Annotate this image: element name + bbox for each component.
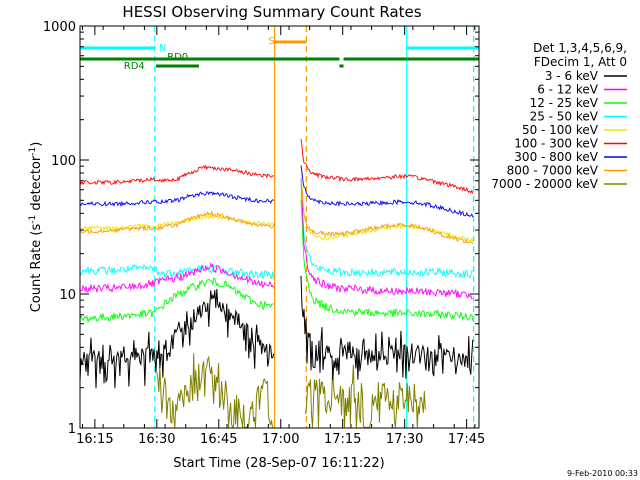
- series-6-12-kev-segment-1: [300, 178, 473, 300]
- flag-label-rd0: RD0: [167, 52, 188, 63]
- legend-label-25-50-kev: 25 - 50 keV: [530, 110, 599, 124]
- y-axis-label: Count Rate (s-1 detector-1): [28, 142, 44, 313]
- x-tick-label: 17:15: [324, 432, 361, 447]
- timestamp: 9-Feb-2010 00:33: [567, 469, 638, 478]
- x-tick-label: 16:15: [76, 432, 113, 447]
- series-6-12-kev: [79, 178, 473, 300]
- series-300-800-kev-segment-0: [79, 191, 274, 208]
- y-axis-label-end: ): [29, 142, 44, 147]
- series-3-6-kev-segment-0: [79, 288, 275, 389]
- series-800-7000-kev: [79, 179, 474, 245]
- y-axis-label-mid: detector: [29, 155, 44, 215]
- x-tick-label: 16:30: [138, 432, 175, 447]
- y-axis-label-sup2: -1: [28, 147, 38, 156]
- legend-label-800-7000-kev: 800 - 7000 keV: [507, 164, 599, 178]
- legend-label-100-300-kev: 100 - 300 keV: [514, 137, 598, 151]
- legend-label-6-12-kev: 6 - 12 keV: [537, 83, 599, 97]
- series-800-7000-kev-segment-0: [79, 210, 275, 235]
- series-300-800-kev-segment-1: [300, 165, 474, 218]
- y-tick-label: 1: [68, 422, 76, 437]
- series-100-300-kev-segment-0: [79, 164, 274, 186]
- series-6-12-kev-segment-0: [79, 261, 275, 294]
- chart-title: HESSI Observing Summary Count Rates: [122, 3, 421, 21]
- series-3-6-kev: [79, 275, 474, 389]
- flag-label-rd4: RD4: [124, 61, 145, 72]
- series-100-300-kev-segment-1: [300, 138, 474, 194]
- legend-label-50-100-kev: 50 - 100 keV: [522, 123, 599, 137]
- series-25-50-kev-segment-1: [300, 183, 473, 279]
- x-tick-label: 17:30: [386, 432, 423, 447]
- plot-area: N S RD0 RD4: [79, 26, 479, 429]
- legend-header-line2: FDecim 1, Att 0: [534, 55, 627, 69]
- x-tick-label: 16:45: [200, 432, 237, 447]
- series-12-25-kev-segment-1: [300, 200, 474, 322]
- flag-label-s: S: [268, 36, 274, 47]
- y-axis-label-main: Count Rate (s: [29, 224, 44, 313]
- series-100-300-kev: [79, 138, 474, 194]
- flag-label-n: N: [159, 43, 166, 54]
- x-tick-label: 17:00: [262, 432, 299, 447]
- series-12-25-kev-segment-0: [79, 277, 274, 323]
- series-800-7000-kev-segment-1: [300, 179, 474, 245]
- legend-header-line1: Det 1,3,4,5,6,9,: [533, 41, 627, 55]
- legend-label-300-800-kev: 300 - 800 keV: [514, 150, 598, 164]
- series-7000-20000-kev-segment-1: [305, 364, 426, 428]
- legend-label-7000-20000-kev: 7000 - 20000 keV: [491, 177, 598, 191]
- y-tick-label: 100: [51, 154, 76, 169]
- series-12-25-kev: [79, 200, 474, 323]
- x-tick-label: 17:45: [448, 432, 485, 447]
- series-300-800-kev: [79, 165, 474, 218]
- legend-label-12-25-kev: 12 - 25 keV: [530, 96, 599, 110]
- series-7000-20000-kev-segment-0: [156, 353, 273, 429]
- x-axis-label: Start Time (28-Sep-07 16:11:22): [173, 456, 384, 471]
- series-3-6-kev-segment-1: [300, 275, 474, 381]
- legend-label-3-6-kev: 3 - 6 keV: [545, 69, 599, 83]
- plot-frame: [79, 25, 480, 429]
- y-axis-label-sup1: -1: [28, 215, 38, 224]
- axes: 16:15 16:30 16:45 17:00 17:15 17:30 17:45 1 10 10…: [43, 20, 485, 447]
- y-tick-label: 1000: [43, 20, 76, 35]
- legend: Det 1,3,4,5,6,9, FDecim 1, Att 0 3 - 6 k…: [491, 41, 627, 191]
- y-tick-label: 10: [59, 288, 76, 303]
- series-7000-20000-kev: [156, 353, 426, 429]
